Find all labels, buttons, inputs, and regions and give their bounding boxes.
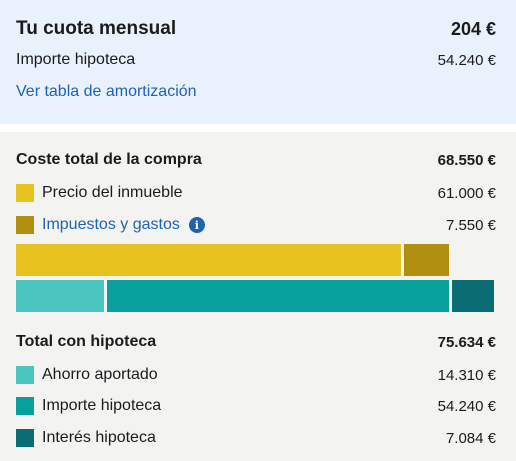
bar-mortgage-amount (107, 280, 449, 312)
taxes-fees-label[interactable]: Impuestos y gastos (42, 216, 180, 233)
mortgage-total-row: Total con hipoteca 75.634 € (16, 333, 496, 351)
monthly-payment-row: Tu cuota mensual 204 € (16, 18, 496, 40)
savings-swatch (16, 366, 34, 384)
legend-item-mortgage-interest: Interés hipoteca 7.084 € (16, 429, 496, 447)
purchase-total-row: Coste total de la compra 68.550 € (16, 151, 496, 169)
property-price-label: Precio del inmueble (42, 184, 183, 201)
info-icon[interactable]: i (188, 217, 205, 233)
monthly-payment-card: Tu cuota mensual 204 € Importe hipoteca … (0, 0, 516, 124)
mortgage-amount-value: 54.240 € (437, 51, 496, 69)
mortgage-total-title: Total con hipoteca (16, 333, 157, 350)
legend-item-savings: Ahorro aportado 14.310 € (16, 366, 496, 384)
legend-item-taxes-fees: Impuestos y gastos i 7.550 € (16, 216, 496, 234)
purchase-total-value: 68.550 € (437, 151, 496, 169)
monthly-payment-title: Tu cuota mensual (16, 18, 177, 39)
mortgage-interest-swatch (16, 429, 34, 447)
bar-taxes-fees (403, 244, 449, 276)
mortgage-amount-legend-value: 54.240 € (437, 397, 496, 415)
mortgage-interest-label: Interés hipoteca (42, 429, 156, 446)
savings-label: Ahorro aportado (42, 366, 158, 383)
bar-mortgage-interest (451, 280, 494, 312)
mortgage-amount-legend-label: Importe hipoteca (42, 397, 162, 414)
savings-value: 14.310 € (437, 366, 496, 384)
mortgage-total-value: 75.634 € (437, 333, 496, 351)
bar-property-price (16, 244, 401, 276)
legend-item-property-price: Precio del inmueble 61.000 € (16, 184, 496, 202)
amortization-table-link[interactable]: Ver tabla de amortización (16, 83, 197, 100)
property-price-swatch (16, 184, 34, 202)
taxes-fees-swatch (16, 216, 34, 234)
taxes-fees-value: 7.550 € (445, 216, 496, 234)
purchase-total-title: Coste total de la compra (16, 151, 202, 168)
legend-item-mortgage-amount: Importe hipoteca 54.240 € (16, 397, 496, 415)
property-price-value: 61.000 € (437, 184, 496, 202)
mortgage-amount-label: Importe hipoteca (16, 51, 136, 68)
mortgage-interest-value: 7.084 € (445, 429, 496, 447)
monthly-payment-amount: 204 € (450, 18, 496, 39)
mortgage-amount-row: Importe hipoteca 54.240 € (16, 51, 496, 69)
bar-savings (16, 280, 104, 312)
amortization-row: Ver tabla de amortización (16, 83, 496, 101)
mortgage-amount-swatch (16, 397, 34, 415)
